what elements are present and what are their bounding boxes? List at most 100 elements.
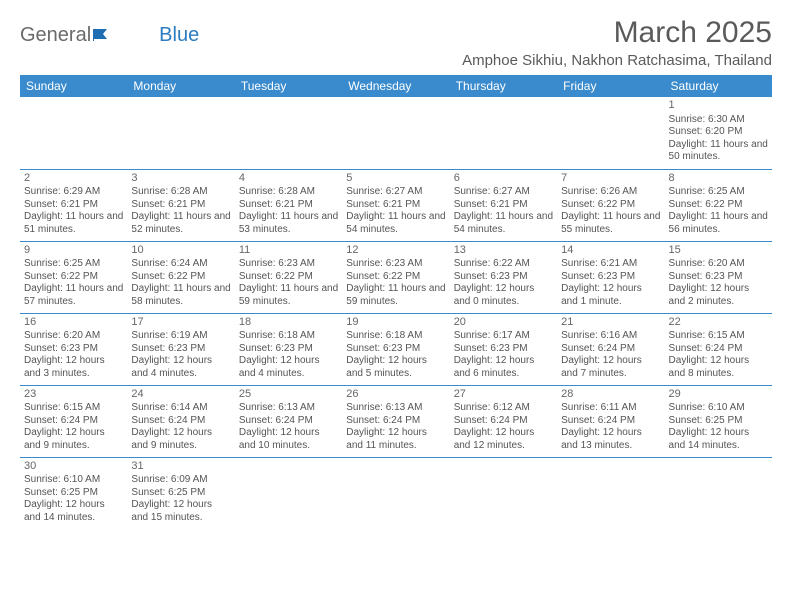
daylight-line: Daylight: 12 hours and 2 minutes. xyxy=(669,283,768,308)
weekday-header: Monday xyxy=(127,75,234,97)
daylight-line: Daylight: 12 hours and 14 minutes. xyxy=(24,499,123,524)
sunrise-line: Sunrise: 6:12 AM xyxy=(454,402,553,415)
sunset-line: Sunset: 6:23 PM xyxy=(454,271,553,284)
calendar-cell: 1Sunrise: 6:30 AMSunset: 6:20 PMDaylight… xyxy=(665,97,772,169)
calendar-head: SundayMondayTuesdayWednesdayThursdayFrid… xyxy=(20,75,772,97)
day-number: 13 xyxy=(454,244,553,258)
calendar-cell: 2Sunrise: 6:29 AMSunset: 6:21 PMDaylight… xyxy=(20,169,127,241)
sunset-line: Sunset: 6:24 PM xyxy=(346,415,445,428)
sunset-line: Sunset: 6:22 PM xyxy=(239,271,338,284)
day-number: 5 xyxy=(346,172,445,186)
day-number: 31 xyxy=(131,460,230,474)
weekday-header: Saturday xyxy=(665,75,772,97)
day-number: 3 xyxy=(131,172,230,186)
sunrise-line: Sunrise: 6:29 AM xyxy=(24,186,123,199)
logo-text-general: General xyxy=(20,24,91,47)
sunset-line: Sunset: 6:23 PM xyxy=(669,271,768,284)
sunset-line: Sunset: 6:24 PM xyxy=(561,415,660,428)
day-number: 7 xyxy=(561,172,660,186)
sunset-line: Sunset: 6:23 PM xyxy=(239,343,338,356)
daylight-line: Daylight: 12 hours and 9 minutes. xyxy=(24,427,123,452)
day-number: 1 xyxy=(669,99,768,113)
sunrise-line: Sunrise: 6:24 AM xyxy=(131,258,230,271)
flag-icon xyxy=(93,27,115,41)
calendar-cell: 16Sunrise: 6:20 AMSunset: 6:23 PMDayligh… xyxy=(20,313,127,385)
sunset-line: Sunset: 6:22 PM xyxy=(669,199,768,212)
sunrise-line: Sunrise: 6:25 AM xyxy=(24,258,123,271)
sunset-line: Sunset: 6:22 PM xyxy=(561,199,660,212)
sunset-line: Sunset: 6:23 PM xyxy=(346,343,445,356)
calendar-cell: 14Sunrise: 6:21 AMSunset: 6:23 PMDayligh… xyxy=(557,241,664,313)
sunrise-line: Sunrise: 6:21 AM xyxy=(561,258,660,271)
day-number: 4 xyxy=(239,172,338,186)
sunrise-line: Sunrise: 6:18 AM xyxy=(346,330,445,343)
sunrise-line: Sunrise: 6:10 AM xyxy=(24,474,123,487)
day-number: 22 xyxy=(669,316,768,330)
calendar-cell: 15Sunrise: 6:20 AMSunset: 6:23 PMDayligh… xyxy=(665,241,772,313)
day-number: 11 xyxy=(239,244,338,258)
sunset-line: Sunset: 6:20 PM xyxy=(669,126,768,139)
sunrise-line: Sunrise: 6:13 AM xyxy=(239,402,338,415)
daylight-line: Daylight: 11 hours and 56 minutes. xyxy=(669,211,768,236)
sunset-line: Sunset: 6:23 PM xyxy=(561,271,660,284)
logo: General Blue xyxy=(20,24,199,47)
sunrise-line: Sunrise: 6:16 AM xyxy=(561,330,660,343)
daylight-line: Daylight: 12 hours and 8 minutes. xyxy=(669,355,768,380)
sunset-line: Sunset: 6:21 PM xyxy=(131,199,230,212)
calendar-body: 1Sunrise: 6:30 AMSunset: 6:20 PMDaylight… xyxy=(20,97,772,529)
daylight-line: Daylight: 12 hours and 5 minutes. xyxy=(346,355,445,380)
day-number: 30 xyxy=(24,460,123,474)
calendar-cell: 19Sunrise: 6:18 AMSunset: 6:23 PMDayligh… xyxy=(342,313,449,385)
day-number: 26 xyxy=(346,388,445,402)
calendar-cell: 4Sunrise: 6:28 AMSunset: 6:21 PMDaylight… xyxy=(235,169,342,241)
day-number: 8 xyxy=(669,172,768,186)
calendar-cell: 5Sunrise: 6:27 AMSunset: 6:21 PMDaylight… xyxy=(342,169,449,241)
calendar-cell: 31Sunrise: 6:09 AMSunset: 6:25 PMDayligh… xyxy=(127,457,234,529)
sunrise-line: Sunrise: 6:11 AM xyxy=(561,402,660,415)
calendar-cell: 13Sunrise: 6:22 AMSunset: 6:23 PMDayligh… xyxy=(450,241,557,313)
daylight-line: Daylight: 11 hours and 54 minutes. xyxy=(454,211,553,236)
day-number: 16 xyxy=(24,316,123,330)
calendar-cell: 23Sunrise: 6:15 AMSunset: 6:24 PMDayligh… xyxy=(20,385,127,457)
sunset-line: Sunset: 6:23 PM xyxy=(24,343,123,356)
calendar-cell: 11Sunrise: 6:23 AMSunset: 6:22 PMDayligh… xyxy=(235,241,342,313)
calendar-cell xyxy=(450,97,557,169)
sunrise-line: Sunrise: 6:28 AM xyxy=(239,186,338,199)
calendar-table: SundayMondayTuesdayWednesdayThursdayFrid… xyxy=(20,75,772,529)
day-number: 6 xyxy=(454,172,553,186)
calendar-cell: 12Sunrise: 6:23 AMSunset: 6:22 PMDayligh… xyxy=(342,241,449,313)
calendar-cell: 25Sunrise: 6:13 AMSunset: 6:24 PMDayligh… xyxy=(235,385,342,457)
calendar-cell: 20Sunrise: 6:17 AMSunset: 6:23 PMDayligh… xyxy=(450,313,557,385)
sunset-line: Sunset: 6:24 PM xyxy=(561,343,660,356)
day-number: 27 xyxy=(454,388,553,402)
day-number: 14 xyxy=(561,244,660,258)
header: General Blue March 2025 Amphoe Sikhiu, N… xyxy=(20,16,772,69)
daylight-line: Daylight: 12 hours and 4 minutes. xyxy=(131,355,230,380)
sunset-line: Sunset: 6:21 PM xyxy=(239,199,338,212)
sunrise-line: Sunrise: 6:20 AM xyxy=(669,258,768,271)
sunset-line: Sunset: 6:21 PM xyxy=(346,199,445,212)
daylight-line: Daylight: 12 hours and 15 minutes. xyxy=(131,499,230,524)
daylight-line: Daylight: 12 hours and 1 minute. xyxy=(561,283,660,308)
day-number: 12 xyxy=(346,244,445,258)
sunrise-line: Sunrise: 6:30 AM xyxy=(669,114,768,127)
daylight-line: Daylight: 12 hours and 13 minutes. xyxy=(561,427,660,452)
daylight-line: Daylight: 11 hours and 58 minutes. xyxy=(131,283,230,308)
daylight-line: Daylight: 12 hours and 11 minutes. xyxy=(346,427,445,452)
calendar-cell: 10Sunrise: 6:24 AMSunset: 6:22 PMDayligh… xyxy=(127,241,234,313)
sunrise-line: Sunrise: 6:26 AM xyxy=(561,186,660,199)
calendar-cell: 22Sunrise: 6:15 AMSunset: 6:24 PMDayligh… xyxy=(665,313,772,385)
calendar-cell: 29Sunrise: 6:10 AMSunset: 6:25 PMDayligh… xyxy=(665,385,772,457)
daylight-line: Daylight: 12 hours and 6 minutes. xyxy=(454,355,553,380)
month-title: March 2025 xyxy=(462,16,772,50)
daylight-line: Daylight: 12 hours and 0 minutes. xyxy=(454,283,553,308)
daylight-line: Daylight: 11 hours and 50 minutes. xyxy=(669,139,768,164)
calendar-cell xyxy=(342,457,449,529)
sunrise-line: Sunrise: 6:15 AM xyxy=(669,330,768,343)
sunset-line: Sunset: 6:24 PM xyxy=(24,415,123,428)
sunset-line: Sunset: 6:25 PM xyxy=(669,415,768,428)
calendar-cell: 21Sunrise: 6:16 AMSunset: 6:24 PMDayligh… xyxy=(557,313,664,385)
daylight-line: Daylight: 12 hours and 7 minutes. xyxy=(561,355,660,380)
calendar-cell: 8Sunrise: 6:25 AMSunset: 6:22 PMDaylight… xyxy=(665,169,772,241)
daylight-line: Daylight: 12 hours and 10 minutes. xyxy=(239,427,338,452)
